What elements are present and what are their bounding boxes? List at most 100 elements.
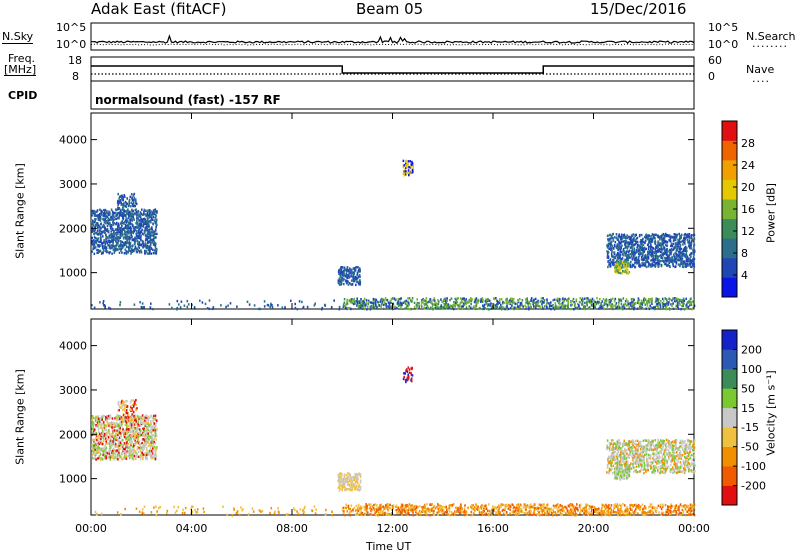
data-cell [638,264,640,267]
data-cell [624,240,626,243]
data-cell [144,451,147,455]
data-cell [459,302,462,305]
data-cell [338,481,341,484]
data-cell [357,281,359,284]
data-cell [151,241,154,244]
freq-panel [90,56,695,82]
data-cell [619,511,621,514]
data-cell [622,297,625,300]
data-cell [624,303,627,306]
data-cell [115,422,118,425]
data-cell [120,194,122,198]
data-cell [576,306,579,309]
data-cell [129,449,132,452]
data-cell [115,247,118,251]
data-cell [680,261,682,264]
data-cell [484,507,487,511]
data-cell [123,456,125,460]
data-cell [669,237,672,241]
data-cell [121,438,124,442]
data-cell [143,440,146,443]
data-cell [505,298,507,301]
data-cell [109,251,111,254]
data-cell [126,447,128,450]
data-cell [105,233,107,237]
data-cell [121,224,123,228]
data-cell [119,303,121,307]
data-cell [382,303,385,307]
data-cell [629,241,632,245]
data-cell [356,302,359,305]
data-cell [612,247,615,250]
data-cell [123,429,125,433]
data-cell [343,271,345,274]
data-cell [495,306,497,309]
data-cell [306,305,309,309]
data-cell [511,510,514,513]
data-cell [117,409,119,412]
data-cell [626,236,629,240]
data-cell [642,250,644,254]
data-cell [150,449,153,453]
data-cell [152,420,154,423]
data-cell [610,244,613,247]
data-cell [97,428,100,431]
data-cell [573,308,575,311]
data-cell [618,298,620,301]
data-cell [148,450,151,453]
data-cell [553,298,556,301]
data-cell [588,507,590,511]
data-cell [102,421,105,424]
data-cell [648,307,651,311]
data-cell [442,505,444,509]
data-cell [621,261,624,264]
data-cell [363,505,365,508]
data-cell [664,256,666,260]
data-cell [692,258,694,261]
data-cell [373,513,376,516]
data-cell [467,300,469,303]
data-cell [339,269,341,273]
data-cell [462,297,464,300]
data-cell [342,274,345,277]
data-cell [351,488,354,491]
data-cell [114,452,116,456]
data-cell [353,297,356,301]
data-cell [134,417,137,420]
data-cell [516,503,518,507]
data-cell [484,505,486,509]
data-cell [518,508,520,511]
data-cell [599,512,601,515]
data-cell [561,504,563,508]
data-cell [617,246,619,249]
data-cell [122,242,125,246]
data-cell [593,506,596,509]
data-cell [665,240,667,243]
data-cell [604,299,606,303]
data-cell [144,218,147,221]
data-cell [97,420,100,423]
data-cell [94,455,96,458]
data-cell [679,303,681,306]
data-cell [603,511,605,514]
data-cell [618,266,621,269]
data-cell [497,301,500,304]
data-cell [139,211,142,214]
data-cell [606,303,609,307]
data-cell [358,509,361,512]
data-cell [91,227,93,231]
data-cell [473,300,476,304]
data-cell [624,253,626,256]
data-cell [407,297,409,300]
data-cell [100,422,103,426]
data-cell [112,431,114,434]
data-cell [514,509,517,512]
data-cell [112,449,114,452]
data-cell [691,300,694,303]
data-cell [632,306,635,309]
data-cell [533,511,536,514]
data-cell [681,262,684,266]
data-cell [690,265,692,268]
data-cell [689,257,691,260]
data-cell [144,421,147,424]
